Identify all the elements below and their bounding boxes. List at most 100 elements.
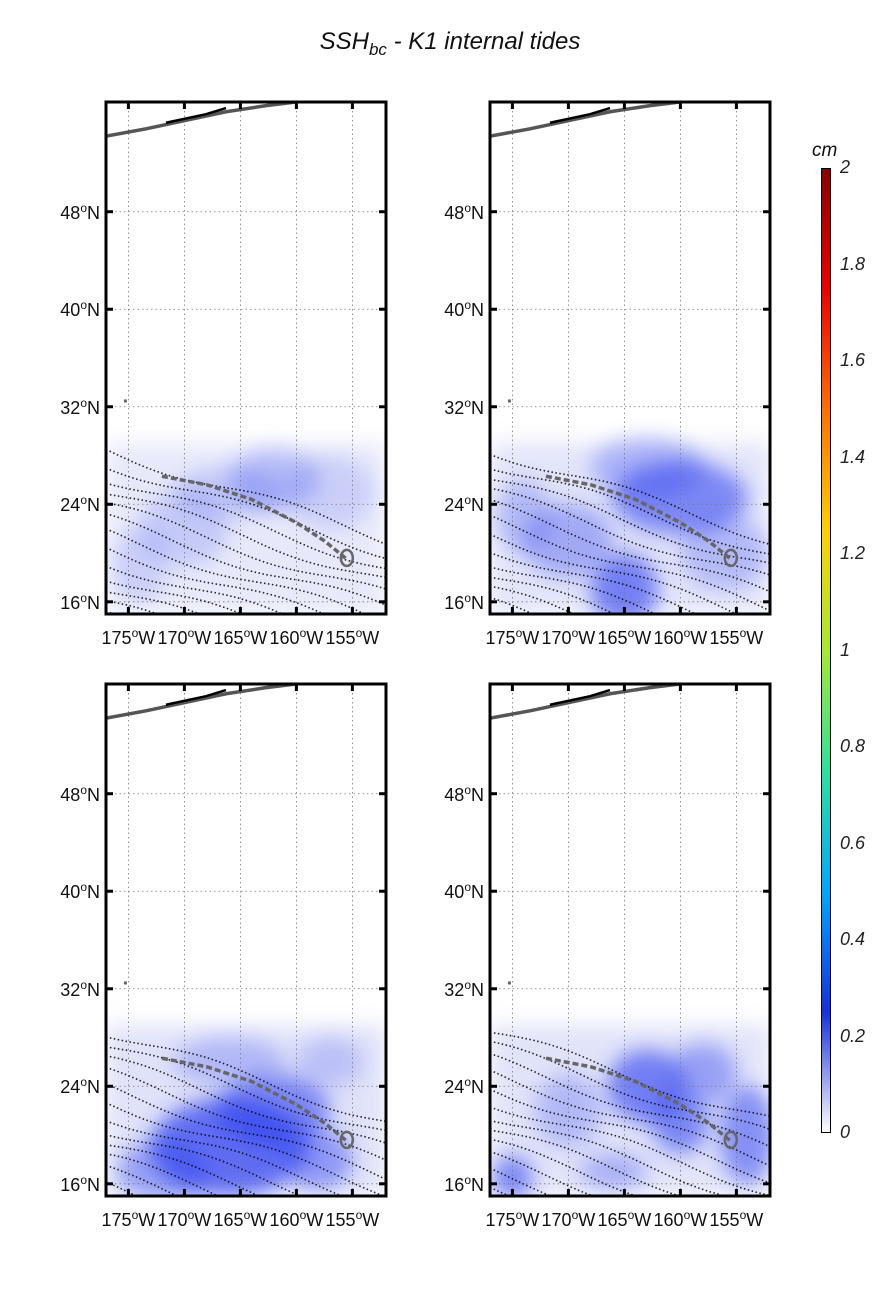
aleutian-coastline-detail: [165, 688, 227, 706]
lon-tick-label: 170oW: [157, 1208, 212, 1230]
lat-tick-label: 32oN: [60, 395, 100, 418]
small-island: [507, 399, 511, 403]
amplitude-blob: [111, 528, 168, 602]
aleutian-coastline: [490, 684, 695, 720]
lon-tick-label: 160oW: [269, 1208, 324, 1230]
phase-contour: [490, 1069, 770, 1167]
map-frame: [104, 682, 388, 1198]
phase-contour: [490, 566, 657, 614]
lon-tick-label: 170oW: [541, 1208, 596, 1230]
lat-tick-label: 40oN: [444, 298, 484, 321]
lon-tick-label: 165oW: [597, 1208, 652, 1230]
lon-tick-label: 170oW: [541, 626, 596, 648]
lat-tick-label: 40oN: [60, 880, 100, 903]
lat-tick-label: 16oN: [444, 590, 484, 613]
lon-tick-label: 165oW: [213, 1208, 268, 1230]
phase-contour: [490, 1138, 639, 1196]
map-panel-bottom-right: [488, 682, 772, 1198]
lon-tick-label: 175oW: [101, 1208, 156, 1230]
amplitude-blob: [534, 1074, 602, 1148]
colorbar: [821, 168, 831, 1133]
amplitude-blob: [117, 1141, 207, 1196]
map-panel-bottom-left: [104, 682, 388, 1198]
amplitude-blob: [590, 437, 703, 499]
lat-tick-label: 48oN: [60, 200, 100, 223]
phase-contour: [106, 1036, 386, 1123]
lat-tick-label: 48oN: [60, 782, 100, 805]
colorbar-tick-label: 0.6: [840, 832, 866, 853]
amplitude-blob: [495, 479, 552, 554]
colorbar-tick-label: 1.2: [840, 543, 866, 563]
phase-contour: [106, 1144, 261, 1196]
big-island-hawaii: [723, 548, 739, 568]
phase-contour: [490, 1106, 770, 1196]
phase-contour: [490, 487, 770, 576]
phase-contour: [490, 1040, 770, 1131]
lon-tick-label: 155oW: [709, 626, 764, 648]
lon-tick-label: 175oW: [101, 626, 156, 648]
phase-contour: [490, 1186, 512, 1196]
phase-contour: [490, 551, 698, 614]
colorbar-unit: cm: [812, 140, 838, 161]
phase-contour: [490, 468, 770, 555]
lon-tick-label: 165oW: [597, 626, 652, 648]
lat-tick-label: 48oN: [444, 200, 484, 223]
amplitude-blob: [296, 1037, 364, 1087]
aleutian-coastline-detail: [549, 106, 611, 124]
lon-tick-label: 160oW: [653, 626, 708, 648]
small-island: [507, 981, 511, 985]
aleutian-coastline: [106, 684, 311, 720]
map-panel-top-left: [104, 100, 388, 616]
lon-tick-label: 175oW: [485, 1208, 540, 1230]
lon-tick-label: 175oW: [485, 626, 540, 648]
amplitude-blob: [652, 1092, 709, 1154]
map-frame: [488, 100, 772, 616]
colorbar-tick-label: 1.6: [840, 350, 866, 370]
lat-tick-label: 40oN: [444, 880, 484, 903]
colorbar-tick-label: 1.4: [840, 446, 866, 467]
aleutian-coastline-detail: [165, 106, 227, 124]
hawaiian-island-chain: [545, 1056, 732, 1143]
phase-contour: [106, 1082, 386, 1181]
phase-contour: [106, 1152, 220, 1196]
lat-tick-label: 40oN: [60, 298, 100, 321]
phase-contour: [106, 502, 386, 590]
map-plot: [104, 100, 388, 616]
small-island: [123, 981, 127, 985]
amplitude-blob: [669, 1043, 737, 1105]
colorbar-tick-label: 0.4: [840, 929, 866, 949]
colorbar-tick-label: 1: [840, 639, 851, 660]
big-island-hawaii: [339, 548, 355, 568]
lat-tick-label: 16oN: [60, 590, 100, 613]
big-island-hawaii: [339, 1130, 355, 1150]
amplitude-blob: [173, 1037, 286, 1087]
amplitude-blob: [719, 1086, 770, 1184]
lon-tick-label: 165oW: [213, 626, 268, 648]
lat-tick-label: 32oN: [444, 395, 484, 418]
hawaiian-island-chain: [161, 1056, 348, 1143]
lon-tick-label: 160oW: [653, 1208, 708, 1230]
aleutian-coastline: [106, 102, 311, 138]
amplitude-blob: [285, 455, 375, 529]
lat-tick-label: 24oN: [60, 493, 100, 516]
lat-tick-label: 16oN: [60, 1172, 100, 1195]
aleutian-coastline-detail: [549, 688, 611, 706]
lat-tick-label: 24oN: [444, 1075, 484, 1098]
small-island: [123, 399, 127, 403]
map-panel-top-right: [488, 100, 772, 616]
colorbar-tick-label: 0.2: [840, 1025, 866, 1046]
phase-contour: [106, 482, 386, 570]
phase-contour: [106, 1055, 386, 1144]
colorbar-tick-label: 1.8: [840, 253, 866, 274]
map-frame: [488, 682, 772, 1198]
lat-tick-label: 32oN: [444, 977, 484, 1000]
phase-contour: [106, 1120, 344, 1196]
lat-tick-label: 16oN: [444, 1172, 484, 1195]
map-frame: [104, 100, 388, 616]
colorbar-tick-label: 0.8: [840, 736, 866, 756]
lon-tick-label: 160oW: [269, 626, 324, 648]
phase-contour: [106, 565, 285, 614]
phase-contour: [106, 599, 160, 614]
phase-contour: [106, 467, 386, 560]
amplitude-blob: [579, 1153, 647, 1190]
